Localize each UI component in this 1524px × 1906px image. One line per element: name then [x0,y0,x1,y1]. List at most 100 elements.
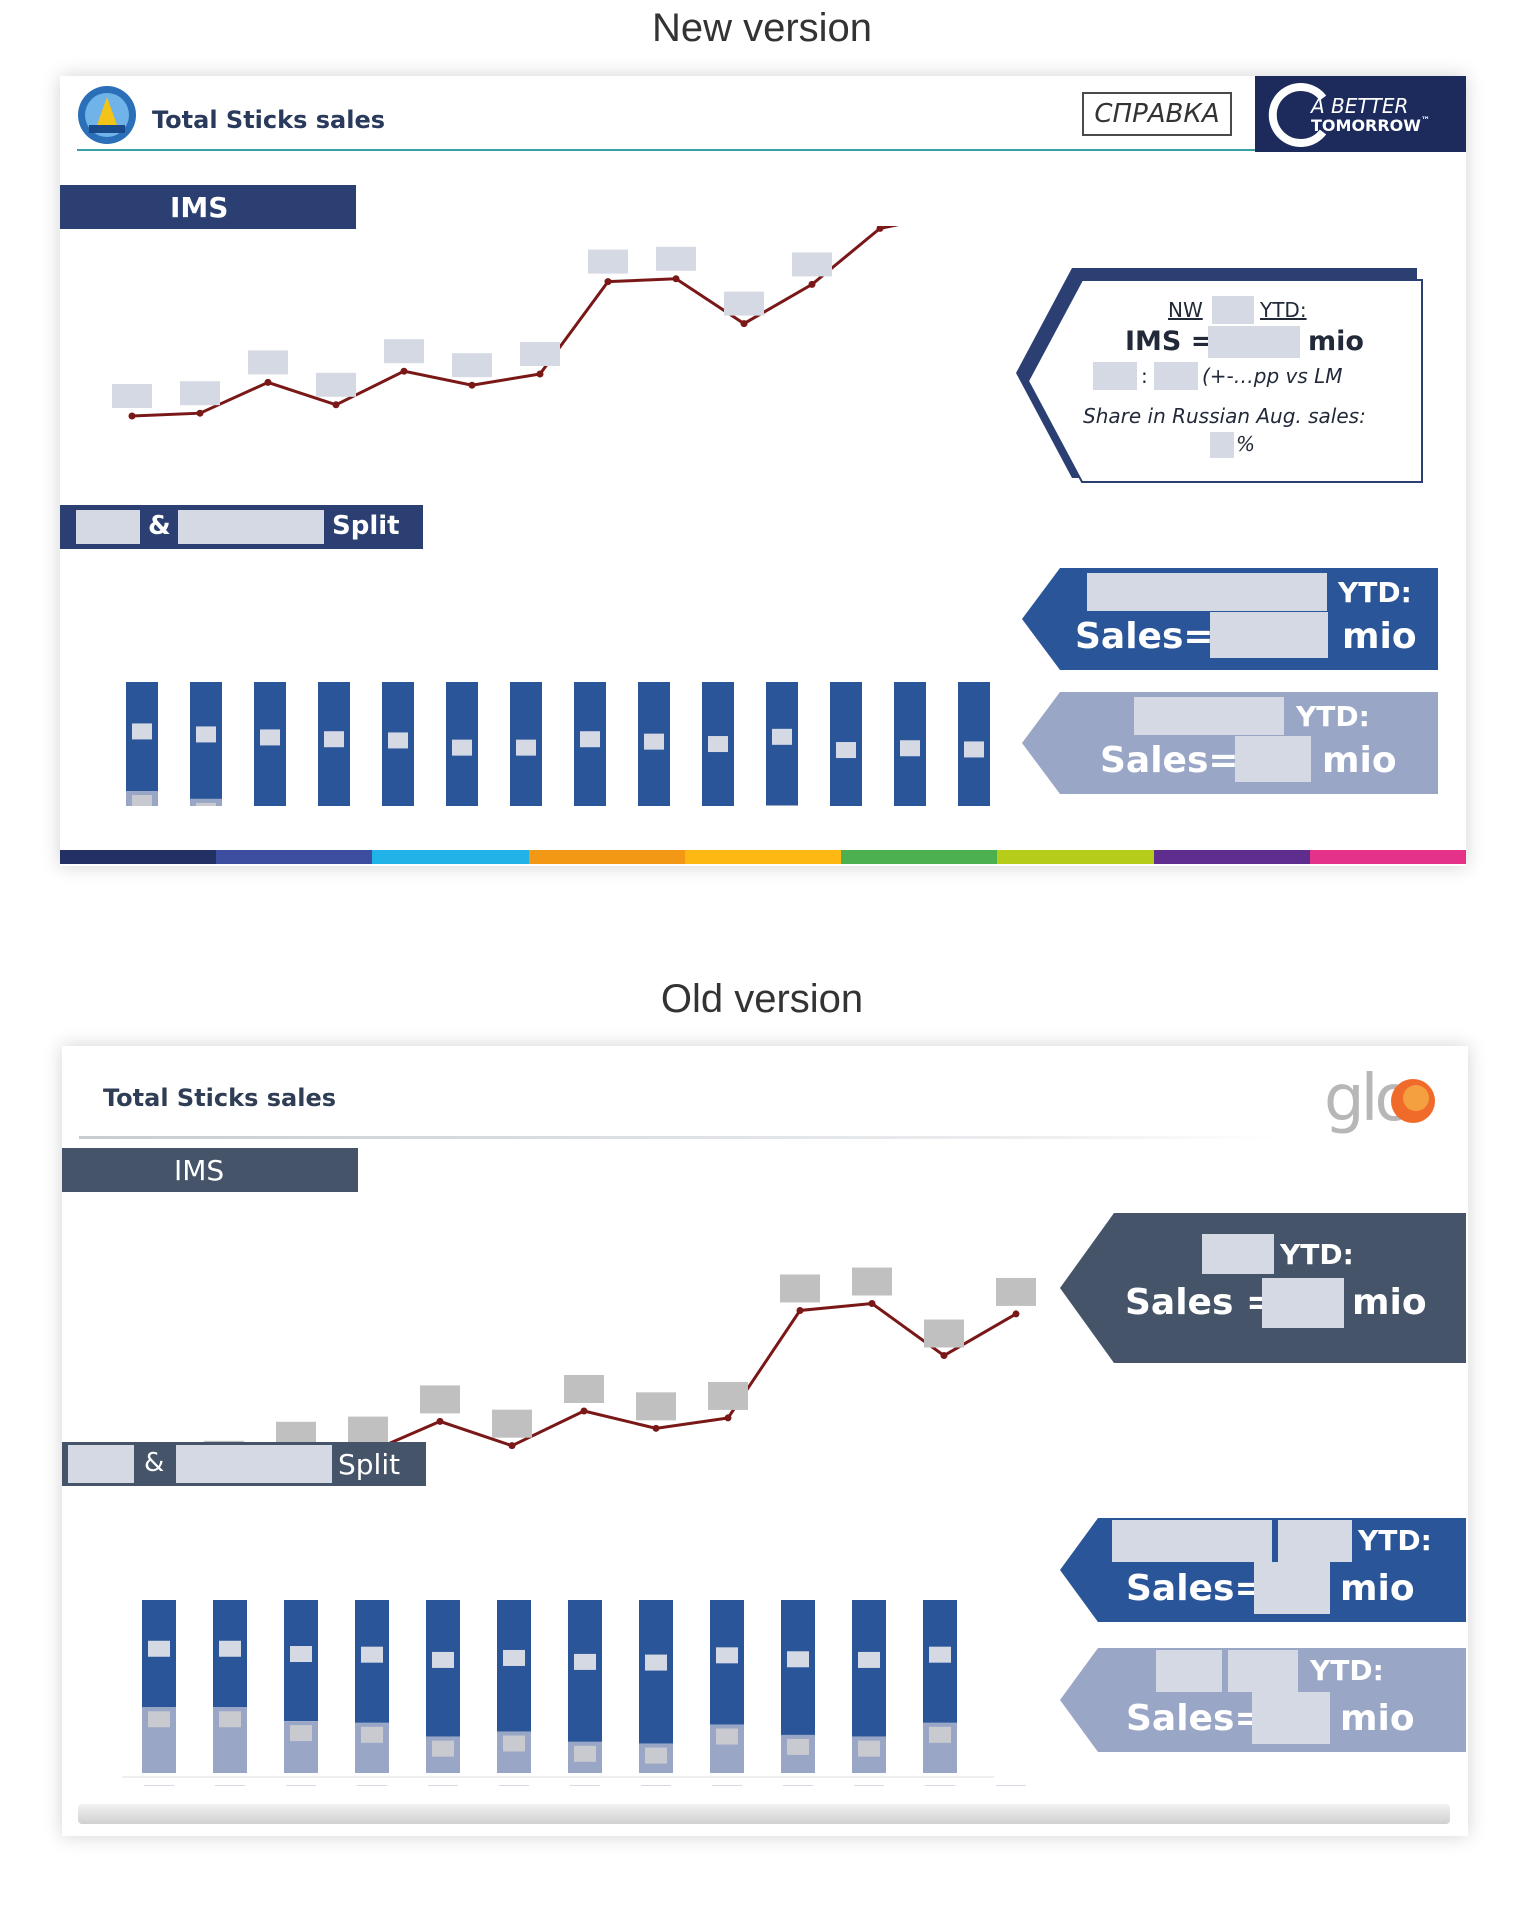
bar-value-placeholder [432,1651,454,1668]
sales-light-mio: mio [1322,740,1397,781]
data-label-placeholder [792,252,832,277]
split-placeholder-2 [178,510,324,544]
bar-value-placeholder [196,802,216,806]
data-point [740,320,748,328]
data-label-placeholder [452,353,492,378]
bar-value-placeholder [503,1735,525,1752]
sales-dark-ytd: YTD: [1338,576,1412,609]
data-point [652,1424,660,1432]
data-label-placeholder [996,1277,1036,1306]
bar-value-placeholder [929,1726,951,1743]
bar-value-placeholder [388,732,408,749]
data-point [876,226,884,232]
data-point [1012,1310,1020,1318]
bar-value-placeholder [772,728,792,745]
old-split-section-header: & Split [62,1442,426,1486]
data-point [468,381,476,389]
sales-dark-ph-top [1087,573,1327,611]
data-point [400,367,408,375]
bar-value-placeholder [132,723,152,740]
sales-dark-mio: mio [1342,616,1417,657]
color-band-segment [216,850,373,864]
bar-value-placeholder [716,1728,738,1745]
old-blue-ytd: YTD: [1358,1524,1432,1557]
data-label-placeholder [180,381,220,406]
logo-line1: A BETTER [1311,94,1409,118]
data-label-placeholder [348,1416,388,1445]
ims-callout-shape [1016,268,1423,483]
ims-callout-ph-period [1212,296,1254,324]
reference-button[interactable]: СПРАВКА [1082,92,1232,136]
data-label-placeholder [520,342,560,366]
sales-light-ytd: YTD: [1296,700,1370,733]
ims-callout-ph-value [1208,326,1300,358]
bar-segment-bottom [190,798,222,806]
reference-button-label: СПРАВКА [1094,99,1220,129]
bar-value-placeholder [148,1640,170,1657]
x-tick-label-placeholder [286,1785,316,1786]
data-label-placeholder [316,372,356,397]
data-point [436,1417,444,1425]
data-label-placeholder [924,1319,964,1348]
old-title-underline [79,1136,1279,1139]
x-tick-label-placeholder [357,1785,387,1786]
old-split-label: Split [338,1448,401,1481]
old-blue-mio: mio [1340,1568,1415,1609]
old-ims-section-label: IMS [174,1154,225,1187]
bar-value-placeholder [836,742,856,759]
data-label-placeholder [656,246,696,271]
bar-value-placeholder [260,729,280,746]
bar-segment-top [568,1600,602,1742]
old-slate-mio: mio [1352,1282,1427,1323]
ims-section-label: IMS [170,191,229,224]
bar-value-placeholder [708,736,728,753]
color-band-segment [372,850,529,864]
bar-value-placeholder [324,731,344,748]
old-split-amp: & [144,1448,165,1478]
old-version-heading: Old version [660,977,864,1021]
old-blue-label: Sales= [1126,1568,1265,1609]
old-slate-ph-value [1262,1278,1344,1328]
old-blue-ph-a [1112,1520,1272,1562]
bar-value-placeholder [580,731,600,748]
title-underline [77,149,1312,151]
logo-line2: TOMORROW [1311,116,1421,135]
bar-value-placeholder [219,1711,241,1728]
page-title: Total Sticks sales [152,106,386,134]
old-light-label: Sales= [1126,1698,1265,1739]
data-label-placeholder [248,350,288,375]
split-section-header: & Split [60,505,423,549]
bar-value-placeholder [964,741,984,758]
bar-value-placeholder [503,1649,525,1666]
bar-segment-top [781,1600,815,1735]
data-point [940,1352,948,1360]
x-tick-label-placeholder [783,1785,813,1786]
data-label-placeholder [112,384,152,408]
ims-callout-colon: : [1141,364,1148,388]
new-version-slide: Total Sticks sales СПРАВКА A BETTER TOMO… [60,76,1466,866]
color-band-segment [684,850,842,864]
x-tick-label-placeholder [854,1785,884,1786]
data-point [128,412,136,420]
bar-value-placeholder [900,740,920,757]
data-label-placeholder [852,1267,892,1296]
data-point [868,1300,876,1308]
x-tick-label-placeholder [499,1785,529,1786]
split-label: Split [332,511,400,541]
old-slate-ph-top [1202,1234,1274,1274]
ims-line-chart [112,226,900,420]
sales-light-ph-top [1134,697,1284,735]
data-label-placeholder [492,1409,532,1438]
bar-value-placeholder [858,1740,880,1757]
bar-value-placeholder [787,1738,809,1755]
data-label-placeholder [588,249,628,274]
data-label-placeholder [636,1392,676,1421]
ims-callout-ph-pct [1210,432,1234,458]
bar-segment-top [639,1600,673,1744]
color-band-segment [528,850,685,864]
bar-segment-top [426,1600,460,1737]
x-tick-label-placeholder [641,1785,671,1786]
bar-value-placeholder [929,1646,951,1663]
bar-value-placeholder [787,1651,809,1668]
bar-value-placeholder [574,1653,596,1670]
